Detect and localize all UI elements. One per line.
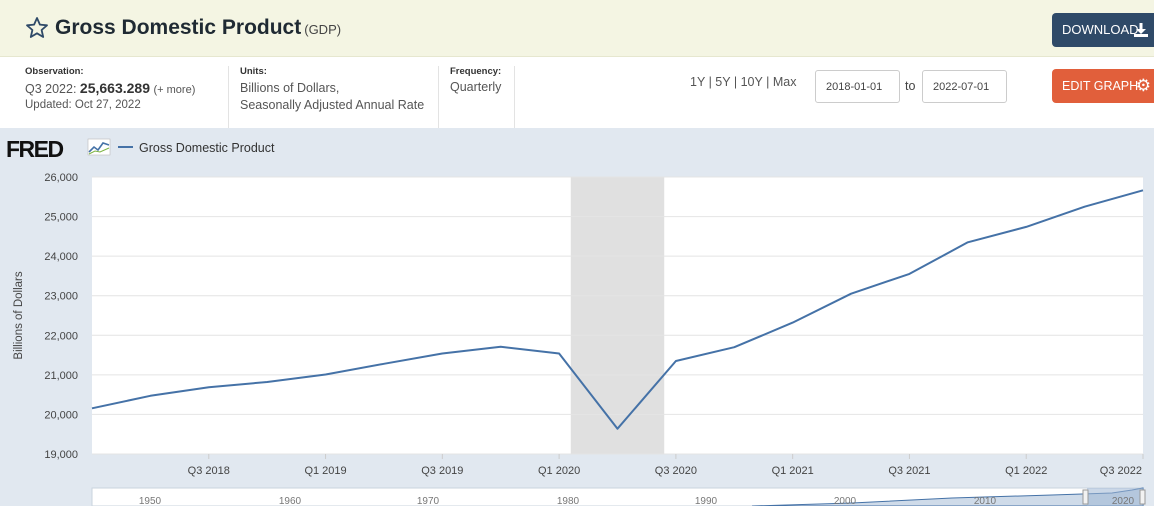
- x-tick-label: Q3 2020: [655, 465, 697, 477]
- start-date-input[interactable]: [815, 70, 900, 103]
- range-max[interactable]: Max: [772, 75, 797, 89]
- chart-area: FRED Gross Domestic Product 19,000 20,000…: [0, 128, 1154, 506]
- download-label: DOWNLOAD: [1062, 22, 1139, 37]
- series-title: Gross Domestic Product: [55, 16, 302, 39]
- title-bar: Gross Domestic Product (GDP) DOWNLOAD: [0, 0, 1154, 57]
- navigator-tick-label: 2000: [834, 496, 857, 506]
- y-axis-label: Billions of Dollars: [13, 271, 25, 359]
- navigator-tick-label: 1950: [139, 496, 162, 506]
- navigator-handle-right[interactable]: [1139, 489, 1146, 505]
- edit-graph-label: EDIT GRAPH: [1062, 79, 1139, 93]
- y-tick-label: 26,000: [44, 172, 78, 184]
- range-10y[interactable]: 10Y: [740, 75, 763, 89]
- y-tick-label: 22,000: [44, 330, 78, 342]
- units-block: Units: Billions of Dollars, Seasonally A…: [240, 66, 424, 114]
- end-date-input[interactable]: [922, 70, 1007, 103]
- navigator-tick-label: 2020: [1112, 496, 1135, 506]
- download-icon: [1134, 23, 1148, 37]
- navigator-handle-left[interactable]: [1082, 489, 1089, 505]
- range-separator: |: [708, 75, 712, 89]
- observation-line: Q3 2022: 25,663.289 (+ more): [25, 80, 195, 96]
- recession-band: [570, 177, 665, 454]
- navigator-tick-label: 1960: [279, 496, 302, 506]
- navigator-tick-label: 1990: [695, 496, 718, 506]
- range-1y[interactable]: 1Y: [690, 75, 706, 89]
- to-label: to: [905, 79, 916, 93]
- gdp-series-line[interactable]: [91, 189, 1144, 430]
- legend: Gross Domestic Product: [118, 141, 274, 155]
- x-tick-label: Q1 2022: [1005, 465, 1047, 477]
- frequency-block: Frequency: Quarterly: [450, 66, 501, 94]
- more-link[interactable]: (+ more): [153, 84, 196, 96]
- y-tick-label: 23,000: [44, 291, 78, 303]
- navigator-tick-label: 1980: [557, 496, 580, 506]
- page-title: Gross Domestic Product (GDP): [55, 16, 341, 40]
- observation-period: Q3 2022:: [25, 82, 77, 96]
- download-button[interactable]: DOWNLOAD: [1052, 13, 1154, 47]
- legend-swatch: [118, 145, 133, 148]
- fred-chart-icon: [87, 138, 111, 156]
- range-separator: |: [766, 75, 770, 89]
- frequency-value: Quarterly: [450, 80, 502, 94]
- info-bar: Observation: Q3 2022: 25,663.289 (+ more…: [0, 57, 1154, 128]
- x-tick-label: Q1 2019: [304, 465, 346, 477]
- divider: [438, 66, 439, 128]
- units-label: Units:: [240, 66, 267, 77]
- y-tick-label: 25,000: [44, 212, 78, 224]
- units-line2: Seasonally Adjusted Annual Rate: [240, 98, 425, 112]
- x-tick-label: Q3 2019: [421, 465, 463, 477]
- updated-date: Updated: Oct 27, 2022: [25, 99, 141, 111]
- observation-block: Observation: Q3 2022: 25,663.289 (+ more…: [25, 66, 195, 111]
- navigator-tick-label: 1970: [417, 496, 440, 506]
- y-tick-label: 21,000: [44, 370, 78, 382]
- fred-logo: FRED: [6, 136, 64, 162]
- y-tick-label: 20,000: [44, 409, 78, 421]
- star-icon[interactable]: [25, 16, 49, 40]
- navigator-tick-label: 2010: [974, 496, 997, 506]
- x-tick-label: Q1 2021: [772, 465, 814, 477]
- units-line1: Billions of Dollars,: [240, 81, 340, 95]
- divider: [228, 66, 229, 128]
- gear-icon: ⚙: [1135, 76, 1151, 95]
- navigator-selection[interactable]: [1087, 488, 1143, 506]
- range-selector: 1Y | 5Y | 10Y | Max: [690, 75, 796, 89]
- range-separator: |: [733, 75, 738, 89]
- frequency-label: Frequency:: [450, 66, 502, 77]
- observation-value: 25,663.289: [79, 80, 150, 96]
- edit-graph-button[interactable]: EDIT GRAPH ⚙: [1052, 69, 1154, 103]
- x-tick-label: Q1 2020: [538, 465, 580, 477]
- divider: [514, 66, 515, 128]
- x-tick-label: Q3 2018: [188, 465, 230, 477]
- series-abbr: (GDP): [304, 22, 342, 37]
- x-tick-label: Q3 2022: [1100, 465, 1142, 477]
- observation-label: Observation:: [25, 66, 84, 77]
- y-tick-label: 19,000: [44, 449, 78, 461]
- legend-series-name: Gross Domestic Product: [139, 141, 275, 155]
- line-chart[interactable]: 19,000 20,000 21,000 22,000 23,000 24,000 25,0…: [0, 128, 1154, 506]
- y-tick-label: 24,000: [44, 251, 78, 263]
- x-tick-label: Q3 2021: [888, 465, 930, 477]
- range-5y[interactable]: 5Y: [715, 75, 731, 89]
